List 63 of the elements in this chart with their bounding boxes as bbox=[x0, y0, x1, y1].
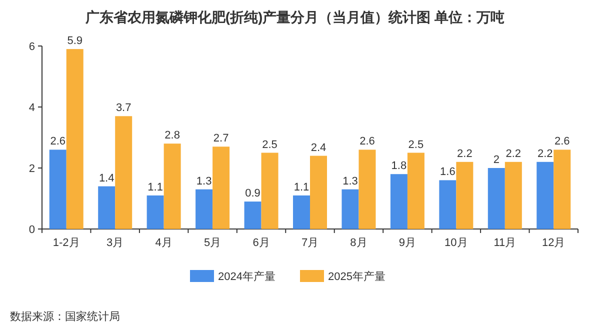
bar bbox=[164, 144, 181, 229]
bar bbox=[504, 162, 522, 229]
data-label: 2.8 bbox=[164, 130, 180, 142]
bar bbox=[115, 116, 132, 229]
data-label: 2.6 bbox=[554, 136, 570, 148]
y-tick-label: 4 bbox=[28, 102, 35, 114]
chart-title: 广东省农用氮磷钾化肥(折纯)产量分月（当月值）统计图 单位：万吨 bbox=[84, 9, 505, 25]
bar bbox=[212, 146, 230, 229]
x-tick-label: 7月 bbox=[301, 237, 319, 249]
bar bbox=[456, 162, 474, 229]
y-tick-label: 6 bbox=[28, 41, 35, 53]
x-tick-label: 10月 bbox=[444, 237, 468, 249]
bar bbox=[49, 150, 66, 229]
x-tick-label: 1-2月 bbox=[52, 237, 80, 249]
bar bbox=[342, 189, 359, 229]
bar bbox=[98, 186, 116, 229]
bar bbox=[196, 189, 213, 229]
data-label: 1.8 bbox=[391, 160, 407, 172]
x-tick-label: 11月 bbox=[494, 237, 516, 249]
data-label: 2.5 bbox=[262, 138, 278, 151]
data-label: 2 bbox=[493, 154, 500, 166]
data-label: 2.5 bbox=[408, 138, 424, 151]
bar bbox=[293, 195, 310, 229]
data-label: 5.9 bbox=[67, 35, 83, 48]
bar bbox=[244, 202, 262, 229]
bar bbox=[261, 152, 278, 229]
y-tick-label: 2 bbox=[28, 163, 35, 175]
bar bbox=[310, 156, 327, 229]
x-tick-label: 3月 bbox=[106, 237, 124, 249]
data-label: 2.2 bbox=[506, 148, 522, 160]
data-label: 2.6 bbox=[50, 136, 66, 148]
x-tick-label: 8月 bbox=[350, 237, 368, 249]
bar bbox=[390, 174, 408, 229]
x-tick-label: 9月 bbox=[398, 237, 416, 249]
bar bbox=[146, 195, 164, 229]
data-label: 2.7 bbox=[213, 132, 229, 145]
data-label: 0.9 bbox=[245, 188, 260, 200]
legend-label: 2025年产量 bbox=[328, 270, 386, 283]
bar bbox=[554, 150, 571, 229]
x-tick-label: 12月 bbox=[542, 237, 566, 249]
bar bbox=[439, 180, 456, 229]
bar bbox=[358, 150, 376, 229]
source-note: 数据来源：国家统计局 bbox=[10, 310, 120, 323]
bar bbox=[536, 162, 554, 229]
legend-label: 2024年产量 bbox=[218, 270, 276, 283]
data-label: 1.1 bbox=[294, 181, 310, 194]
y-tick-label: 0 bbox=[28, 224, 35, 236]
x-tick-label: 5月 bbox=[204, 237, 222, 249]
bar bbox=[66, 49, 84, 229]
data-label: 1.4 bbox=[98, 172, 114, 184]
data-label: 1.1 bbox=[148, 181, 163, 194]
x-tick-label: 4月 bbox=[155, 237, 172, 249]
data-label: 1.3 bbox=[196, 175, 212, 188]
data-label: 2.4 bbox=[310, 142, 326, 154]
data-label: 1.3 bbox=[342, 175, 358, 188]
bar bbox=[407, 152, 424, 229]
data-label: 2.2 bbox=[457, 148, 472, 160]
data-label: 3.7 bbox=[116, 102, 132, 114]
data-label: 1.6 bbox=[440, 166, 456, 178]
x-tick-label: 6月 bbox=[252, 237, 270, 249]
data-label: 2.6 bbox=[360, 136, 375, 148]
data-label: 2.2 bbox=[537, 148, 553, 160]
bar bbox=[488, 168, 505, 229]
